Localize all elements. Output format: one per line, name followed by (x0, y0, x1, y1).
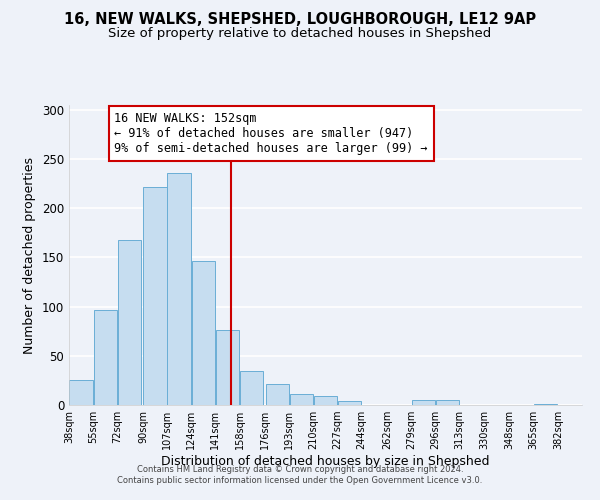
Bar (290, 394, 313, 405)
Bar (167, 173, 191, 405)
Bar (314, 396, 337, 405)
Bar (94, 310, 117, 405)
Bar (240, 370, 263, 405)
Bar (266, 384, 289, 405)
Bar (436, 400, 460, 405)
Bar (118, 240, 141, 405)
Bar (70, 380, 93, 405)
X-axis label: Distribution of detached houses by size in Shepshed: Distribution of detached houses by size … (161, 455, 490, 468)
Text: 16 NEW WALKS: 152sqm
← 91% of detached houses are smaller (947)
9% of semi-detac: 16 NEW WALKS: 152sqm ← 91% of detached h… (115, 112, 428, 155)
Bar (534, 404, 557, 405)
Text: 16, NEW WALKS, SHEPSHED, LOUGHBOROUGH, LE12 9AP: 16, NEW WALKS, SHEPSHED, LOUGHBOROUGH, L… (64, 12, 536, 28)
Bar (216, 330, 239, 405)
Bar (338, 401, 361, 405)
Bar (143, 186, 167, 405)
Text: Contains HM Land Registry data © Crown copyright and database right 2024.: Contains HM Land Registry data © Crown c… (137, 465, 463, 474)
Bar (412, 400, 435, 405)
Bar (191, 262, 215, 405)
Text: Contains public sector information licensed under the Open Government Licence v3: Contains public sector information licen… (118, 476, 482, 485)
Text: Size of property relative to detached houses in Shepshed: Size of property relative to detached ho… (109, 28, 491, 40)
Y-axis label: Number of detached properties: Number of detached properties (23, 156, 37, 354)
